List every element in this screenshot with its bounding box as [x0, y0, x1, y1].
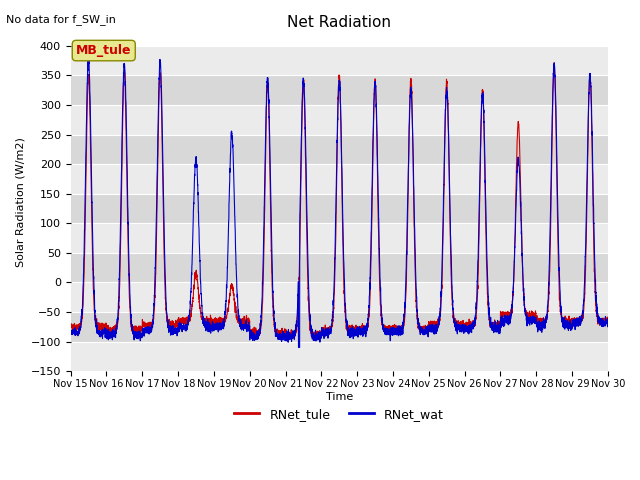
RNet_wat [604, 317, 611, 323]
Y-axis label: Solar Radiation (W/m2): Solar Radiation (W/m2) [15, 138, 25, 267]
Line: RNet_wat: RNet_wat [70, 59, 608, 348]
Title: Net Radiation: Net Radiation [287, 15, 391, 30]
RNet_wat [163, 319, 171, 324]
RNet_tule [604, 318, 611, 324]
X-axis label: Time: Time [326, 392, 353, 402]
RNet_tule [319, 326, 327, 332]
Legend: RNet_tule, RNet_wat: RNet_tule, RNet_wat [229, 403, 449, 426]
RNet_tule [67, 323, 74, 329]
RNet_tule [310, 337, 318, 343]
RNet_tule [163, 319, 171, 325]
Bar [70, 46, 608, 75]
RNet_tule [604, 319, 612, 325]
RNet_tule [550, 60, 558, 66]
Bar [70, 312, 608, 342]
Text: MB_tule: MB_tule [76, 44, 132, 57]
Bar [70, 342, 608, 371]
Bar [70, 164, 608, 193]
RNet_wat [604, 318, 612, 324]
RNet_wat [430, 326, 438, 332]
RNet_wat [460, 323, 467, 328]
RNet_wat [490, 324, 498, 330]
Bar [70, 105, 608, 134]
RNet_tule [490, 321, 498, 327]
Bar [70, 282, 608, 312]
Line: RNet_tule: RNet_tule [70, 63, 608, 340]
Text: No data for f_SW_in: No data for f_SW_in [6, 14, 116, 25]
Bar [70, 134, 608, 164]
RNet_tule [460, 324, 467, 329]
Bar [70, 223, 608, 253]
RNet_wat [67, 329, 74, 335]
RNet_tule [430, 321, 438, 326]
RNet_wat [294, 345, 302, 350]
Bar [70, 75, 608, 105]
RNet_wat [319, 329, 327, 335]
Bar [70, 193, 608, 223]
Bar [70, 253, 608, 282]
RNet_wat [85, 56, 93, 61]
